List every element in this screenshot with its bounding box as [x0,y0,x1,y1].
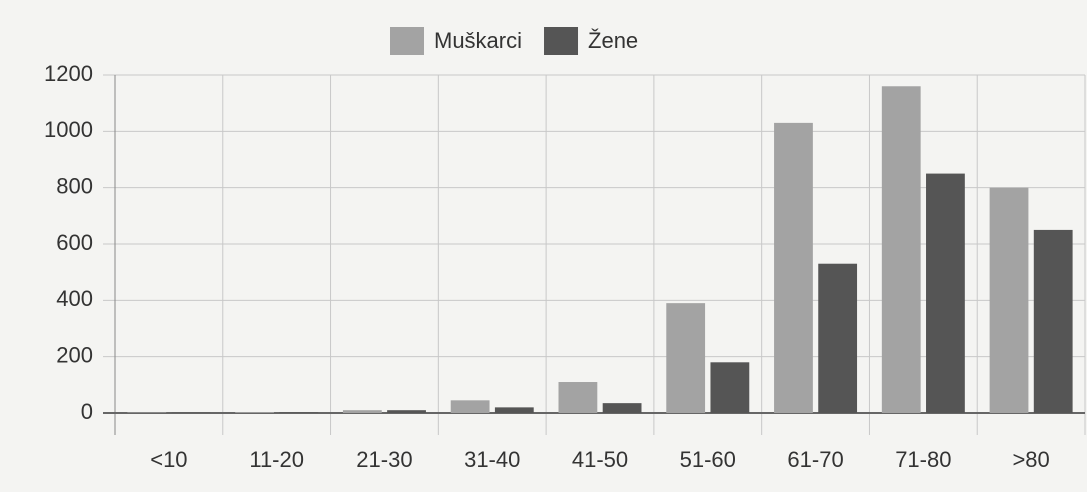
bar [387,410,426,413]
bar [279,412,319,413]
y-tick-label: 1200 [44,61,93,86]
legend-swatch [544,27,579,55]
bar [710,362,750,413]
y-tick-label: 1000 [44,117,93,142]
bar [926,173,965,413]
y-tick-label: 200 [56,342,93,367]
y-tick-label: 400 [56,286,93,311]
bar [881,86,921,414]
bar [666,303,706,413]
bar [558,382,598,413]
x-tick-label: 41-50 [572,447,628,472]
x-tick-label: 31-40 [464,447,520,472]
y-tick-label: 0 [81,399,93,424]
x-tick-label: 51-60 [680,447,736,472]
legend-label: Žene [588,28,638,53]
x-tick-label: <10 [150,447,187,472]
bar [494,407,534,413]
bar [989,187,1029,413]
x-tick-label: 21-30 [356,447,412,472]
bar [127,412,167,413]
bar [1033,229,1073,413]
bar [602,403,642,413]
x-tick-label: >80 [1012,447,1049,472]
y-tick-label: 600 [56,230,93,255]
bar [450,400,490,413]
legend-swatch [390,27,424,55]
bar [342,410,382,413]
bar [235,412,274,413]
x-tick-label: 61-70 [787,447,843,472]
y-tick-label: 800 [56,173,93,198]
x-tick-label: 71-80 [895,447,951,472]
bar [774,122,813,413]
bar [818,263,858,413]
x-tick-label: 11-20 [249,447,304,472]
legend-label: Muškarci [434,28,522,53]
